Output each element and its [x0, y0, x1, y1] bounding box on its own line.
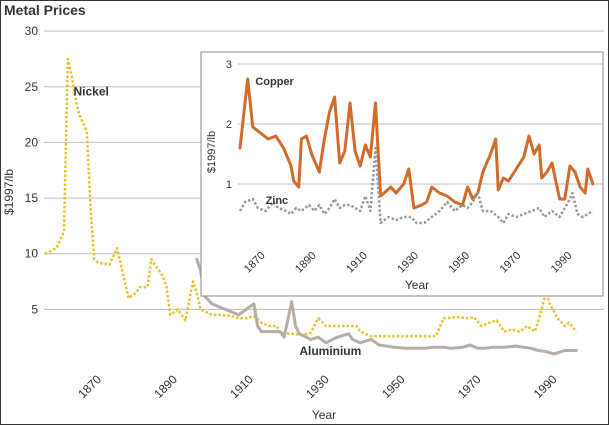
y-tick-label: 25 [25, 80, 39, 94]
x-tick-label: 1930 [303, 372, 332, 401]
inset-frame [200, 51, 604, 297]
series-line-copper [238, 77, 595, 210]
chart-title: Metal Prices [4, 2, 86, 18]
y-tick-label: 30 [25, 24, 39, 38]
main-series-labels: Nickel Aluminium [73, 85, 361, 358]
main-tick-labels: 5 10 15 20 25 30 1870 1890 1910 1930 1950 1970 1990 [25, 24, 560, 401]
x-tick-label: 1910 [227, 372, 256, 401]
series-label-zinc: Zinc [266, 195, 289, 207]
inset-y-axis-label: $1997/lb [206, 131, 218, 173]
series-line-aluminium [195, 257, 578, 356]
y-tick-label: 3 [226, 59, 232, 71]
main-x-axis-label: Year [312, 408, 336, 422]
x-tick-label: 1870 [75, 372, 104, 401]
y-tick-label: 10 [25, 247, 39, 261]
series-label-copper: Copper [255, 76, 294, 88]
inset-series [238, 77, 595, 225]
x-tick-label: 1970 [455, 372, 484, 401]
y-tick-label: 1 [226, 179, 232, 191]
main-y-axis-label: $1997/lb [2, 169, 16, 215]
y-tick-label: 5 [31, 302, 38, 316]
series-label-aluminium: Aluminium [299, 344, 361, 358]
y-tick-label: 15 [25, 191, 39, 205]
inset-series-labels: Copper Zinc [255, 76, 294, 207]
series-label-nickel: Nickel [73, 85, 108, 99]
y-tick-label: 20 [25, 135, 39, 149]
x-tick-label: 1990 [531, 372, 560, 401]
inset-x-axis-label: Year [405, 278, 429, 292]
series-line-nickel [44, 57, 578, 338]
x-tick-label: 1950 [379, 372, 408, 401]
y-tick-label: 2 [226, 119, 232, 131]
main-series [44, 57, 578, 356]
x-tick-label: 1890 [151, 372, 180, 401]
series-line-zinc [238, 146, 594, 225]
